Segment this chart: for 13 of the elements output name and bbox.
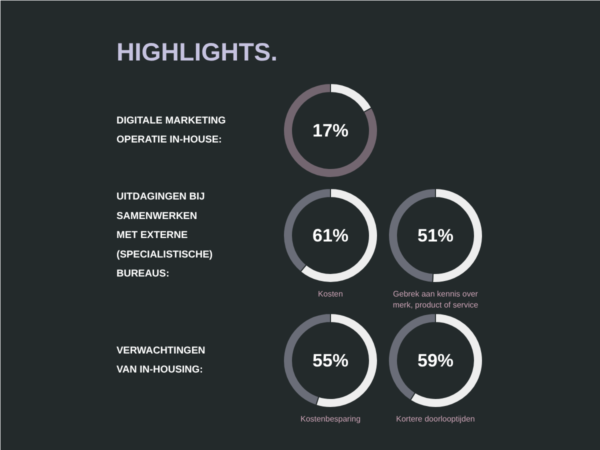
text: VERWACHTINGEN VAN IN-HOUSING: bbox=[116, 345, 206, 376]
text: 55% bbox=[312, 350, 349, 370]
text: Kostenbesparing bbox=[300, 414, 361, 424]
text: DIGITALE MARKETING OPERATIE IN-HOUSE: bbox=[116, 115, 226, 146]
text: Gebrek aan kennis over merk, product of service bbox=[392, 290, 479, 310]
text: 17% bbox=[312, 120, 349, 140]
text: Kosten bbox=[318, 290, 343, 298]
text: 59% bbox=[417, 350, 454, 370]
text: 61% bbox=[312, 226, 349, 246]
text: UITDAGINGEN BIJ SAMENWERKEN MET EXTERNE (SPECIALISTISCHE) BUREAUS: bbox=[116, 192, 213, 280]
text: 51% bbox=[417, 226, 454, 246]
text: HIGHLIGHTS. bbox=[116, 38, 278, 66]
text: Kortere doorlooptijden bbox=[396, 414, 475, 424]
